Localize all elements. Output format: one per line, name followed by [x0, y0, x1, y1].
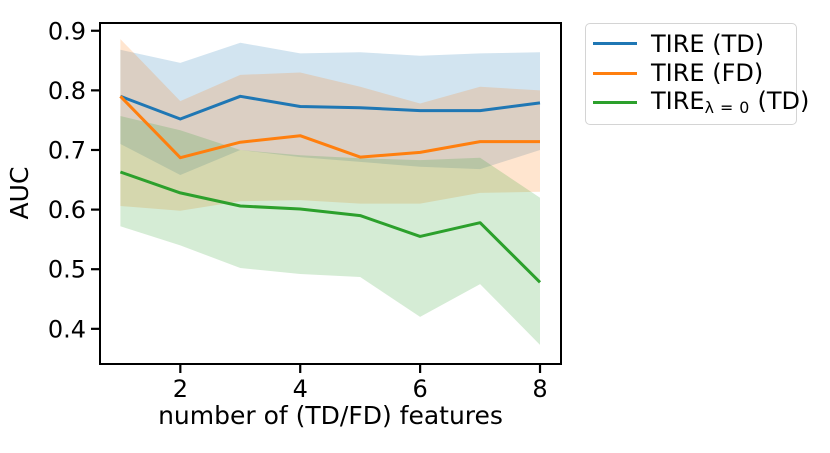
x-tick-label: 4 — [293, 375, 308, 403]
x-tick-label: 6 — [412, 375, 427, 403]
series-line-2 — [119, 170, 542, 284]
x-axis-label: number of (TD/FD) features — [158, 401, 503, 430]
y-tick-label: 0.5 — [48, 256, 86, 284]
legend-label-0: TIRE (TD) — [651, 29, 765, 58]
confidence-band-1 — [120, 39, 541, 211]
axes-frame — [99, 22, 562, 365]
legend-line-swatch-0 — [593, 42, 637, 46]
confidence-band-0 — [120, 42, 541, 176]
y-tick-label: 0.4 — [48, 315, 86, 343]
legend-entry-0: TIRE (TD) — [593, 29, 788, 59]
series-line-0 — [119, 94, 541, 121]
x-tick-label: 8 — [532, 375, 547, 403]
y-tick-label: 0.9 — [48, 17, 86, 45]
confidence-band-2 — [120, 116, 541, 345]
legend-label-subscript: λ = 0 — [704, 97, 750, 117]
legend-box: TIRE (TD) TIRE (FD) TIREλ = 0 (TD) — [585, 23, 809, 125]
legend-label-2: TIREλ = 0 (TD) — [651, 87, 810, 117]
legend-line-swatch-1 — [593, 71, 637, 75]
y-axis-label: AUC — [5, 166, 34, 220]
legend-entry-1: TIRE (FD) — [593, 59, 788, 89]
y-tick-label: 0.8 — [48, 77, 86, 105]
y-tick-label: 0.7 — [48, 136, 86, 164]
legend-label-1: TIRE (FD) — [651, 59, 764, 88]
x-tick-label: 2 — [173, 375, 188, 403]
series-line-1 — [119, 95, 540, 160]
legend-entry-2: TIREλ = 0 (TD) — [593, 88, 809, 118]
y-tick-label: 0.6 — [48, 196, 86, 224]
legend-line-swatch-2 — [593, 101, 637, 105]
